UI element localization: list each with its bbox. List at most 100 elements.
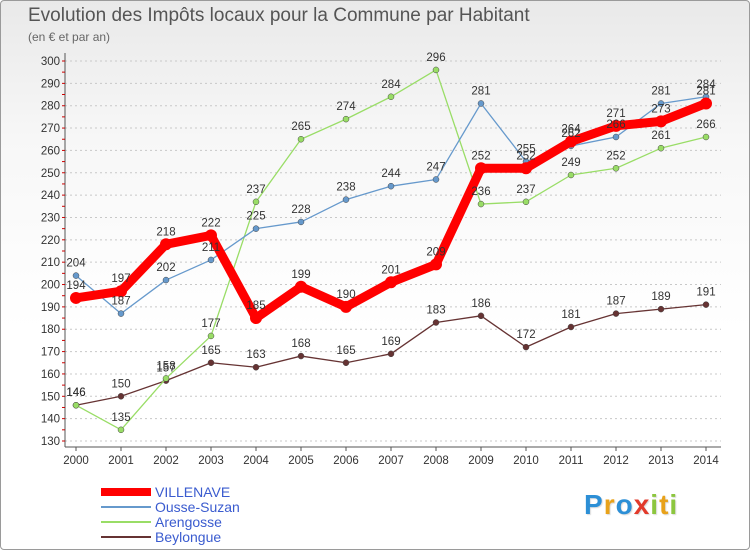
data-label: 281 bbox=[651, 85, 670, 97]
data-point bbox=[295, 280, 307, 293]
y-tick-label: 170 bbox=[41, 347, 60, 359]
data-point bbox=[252, 198, 260, 206]
data-label: 271 bbox=[606, 108, 625, 120]
data-label: 177 bbox=[201, 318, 220, 330]
data-point bbox=[567, 323, 575, 331]
chart-title: Evolution des Impôts locaux pour la Comm… bbox=[28, 5, 530, 26]
data-label: 284 bbox=[381, 79, 401, 91]
data-label: 252 bbox=[516, 150, 535, 162]
data-point bbox=[610, 119, 622, 132]
data-label: 265 bbox=[291, 121, 310, 133]
data-point bbox=[702, 133, 710, 141]
data-label: 187 bbox=[111, 296, 130, 308]
data-point bbox=[342, 196, 350, 203]
data-point bbox=[387, 350, 395, 358]
data-point bbox=[567, 171, 575, 179]
legend-label: Beylongue bbox=[155, 529, 222, 545]
data-label: 150 bbox=[111, 378, 130, 390]
data-point bbox=[612, 310, 620, 317]
data-label: 146 bbox=[66, 387, 85, 399]
data-point bbox=[162, 276, 170, 284]
data-point bbox=[162, 375, 170, 382]
y-tick-label: 260 bbox=[41, 145, 60, 157]
data-point bbox=[477, 312, 485, 320]
data-label: 252 bbox=[471, 150, 490, 162]
data-point bbox=[565, 135, 577, 148]
data-label: 284 bbox=[696, 79, 716, 91]
y-tick-label: 220 bbox=[41, 235, 60, 247]
data-point bbox=[522, 343, 530, 351]
data-point bbox=[252, 363, 260, 371]
data-label: 191 bbox=[696, 287, 715, 299]
data-point bbox=[612, 133, 620, 141]
logo-letter: r bbox=[603, 489, 616, 520]
data-point bbox=[612, 165, 620, 172]
y-tick-label: 280 bbox=[41, 101, 60, 113]
data-point bbox=[657, 100, 665, 107]
data-label: 187 bbox=[606, 296, 625, 308]
y-tick-label: 230 bbox=[41, 212, 60, 224]
x-tick-label: 2001 bbox=[108, 455, 134, 467]
x-tick-label: 2000 bbox=[63, 455, 89, 467]
x-tick-label: 2002 bbox=[153, 455, 179, 467]
data-label: 244 bbox=[381, 168, 401, 180]
data-point bbox=[430, 258, 442, 271]
data-label: 209 bbox=[426, 246, 445, 258]
y-tick-label: 290 bbox=[41, 78, 60, 90]
data-label: 185 bbox=[246, 300, 265, 312]
data-point bbox=[520, 162, 532, 175]
data-point bbox=[250, 312, 262, 325]
data-point bbox=[700, 97, 712, 110]
data-point bbox=[117, 393, 125, 400]
data-point bbox=[385, 276, 397, 289]
data-label: 252 bbox=[606, 150, 625, 162]
legend-label: Ousse-Suzan bbox=[155, 499, 240, 515]
logo-letter: o bbox=[615, 489, 634, 520]
y-tick-label: 250 bbox=[41, 168, 60, 180]
data-label: 165 bbox=[336, 345, 355, 357]
data-point bbox=[70, 291, 82, 304]
data-point bbox=[477, 100, 485, 107]
data-point bbox=[205, 229, 217, 242]
data-label: 237 bbox=[516, 184, 535, 196]
y-tick-label: 150 bbox=[41, 391, 60, 403]
data-point bbox=[477, 200, 485, 208]
data-label: 211 bbox=[202, 242, 220, 254]
data-point bbox=[657, 144, 665, 152]
data-point bbox=[207, 256, 215, 264]
data-label: 186 bbox=[471, 298, 490, 310]
logo-letter: i bbox=[650, 489, 660, 520]
data-point bbox=[475, 162, 487, 175]
x-tick-label: 2013 bbox=[648, 455, 674, 467]
data-point bbox=[115, 285, 127, 298]
data-label: 189 bbox=[651, 291, 670, 303]
data-point bbox=[117, 310, 125, 317]
y-tick-label: 210 bbox=[41, 257, 60, 269]
data-point bbox=[207, 332, 215, 340]
legend-swatch bbox=[101, 536, 151, 538]
data-point bbox=[432, 319, 440, 326]
logo-letter: t bbox=[659, 489, 670, 520]
data-point bbox=[297, 352, 305, 360]
x-tick-label: 2006 bbox=[333, 455, 359, 467]
data-label: 228 bbox=[291, 204, 310, 216]
y-tick-label: 190 bbox=[41, 302, 60, 314]
y-tick-label: 130 bbox=[41, 436, 60, 448]
x-tick-label: 2008 bbox=[423, 455, 449, 467]
data-point bbox=[387, 182, 395, 190]
data-label: 165 bbox=[201, 345, 220, 357]
data-label: 135 bbox=[111, 412, 130, 424]
data-label: 202 bbox=[156, 262, 175, 274]
y-tick-label: 180 bbox=[41, 324, 60, 336]
data-point bbox=[342, 359, 350, 367]
data-point bbox=[207, 359, 215, 367]
x-tick-label: 2005 bbox=[288, 455, 314, 467]
x-tick-label: 2011 bbox=[559, 455, 584, 467]
data-point bbox=[252, 225, 260, 232]
data-label: 262 bbox=[561, 128, 580, 140]
data-label: 218 bbox=[156, 226, 175, 238]
data-label: 146 bbox=[66, 387, 85, 399]
data-label: 236 bbox=[471, 186, 490, 198]
